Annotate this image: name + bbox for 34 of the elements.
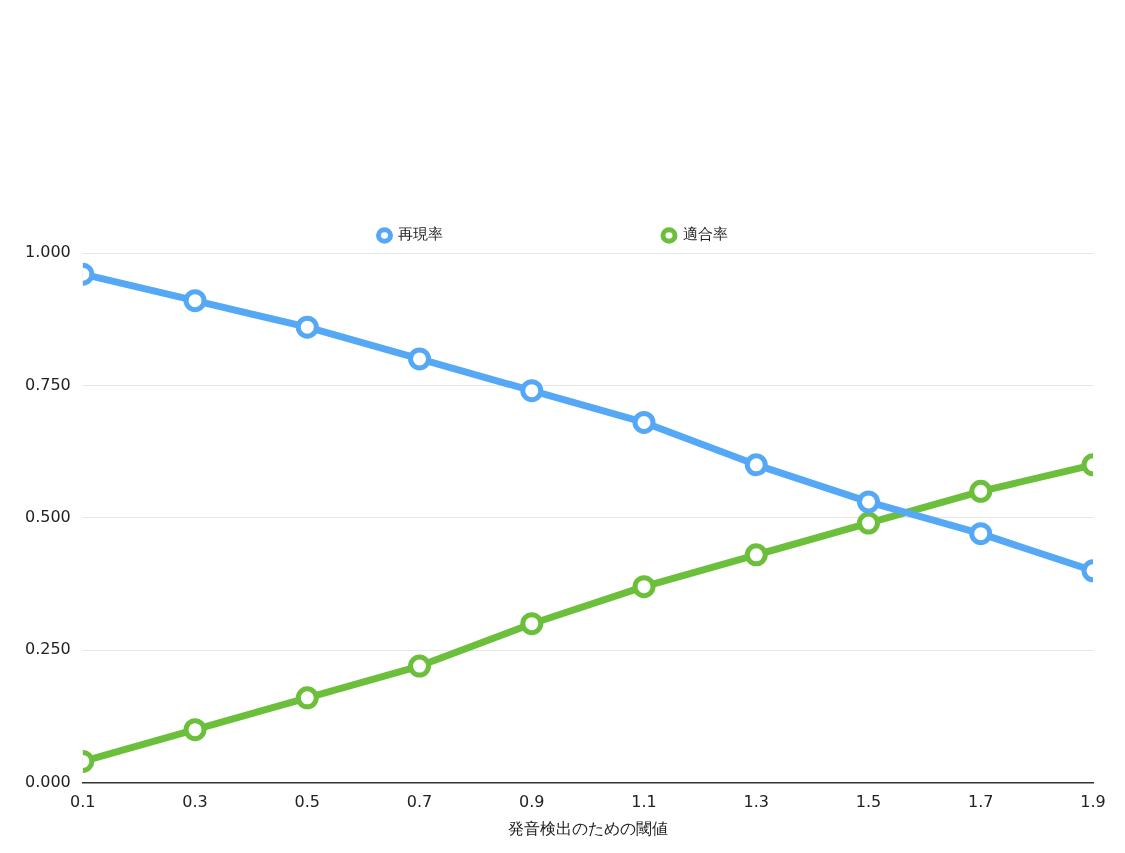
x-axis-title: 発音検出のための閾値 xyxy=(507,818,668,838)
y-tick-label: 0.250 xyxy=(24,639,71,659)
x-tick-label: 1.9 xyxy=(1080,792,1106,812)
point xyxy=(520,612,544,636)
y-tick-label: 0.000 xyxy=(24,771,71,791)
y-tick-label: 1.000 xyxy=(24,242,71,262)
legend-label: 再現率 xyxy=(398,225,443,244)
point xyxy=(632,410,656,434)
x-tick-label: 0.9 xyxy=(519,792,545,812)
point xyxy=(857,511,881,535)
point xyxy=(520,379,544,403)
x-tick-label: 1.1 xyxy=(631,792,657,812)
y-tick-label: 0.750 xyxy=(24,374,71,394)
point xyxy=(183,718,207,742)
point xyxy=(295,315,319,339)
point xyxy=(408,347,432,371)
x-tick-label: 1.3 xyxy=(743,792,769,812)
point xyxy=(857,490,881,514)
x-tick-label: 1.7 xyxy=(968,792,994,812)
point xyxy=(744,453,768,477)
x-tick-label: 0.7 xyxy=(406,792,433,812)
x-tick-label: 1.5 xyxy=(855,792,882,812)
x-tick-label: 0.3 xyxy=(182,792,208,812)
point xyxy=(632,575,656,599)
point xyxy=(183,289,207,313)
point xyxy=(744,543,768,567)
y-tick-label: 0.500 xyxy=(24,506,71,526)
x-tick-label: 0.1 xyxy=(70,792,96,812)
point xyxy=(408,654,432,678)
point xyxy=(969,522,993,546)
point xyxy=(295,686,319,710)
legend-label: 適合率 xyxy=(682,225,728,244)
x-tick-label: 0.5 xyxy=(294,792,321,812)
point xyxy=(969,479,993,503)
